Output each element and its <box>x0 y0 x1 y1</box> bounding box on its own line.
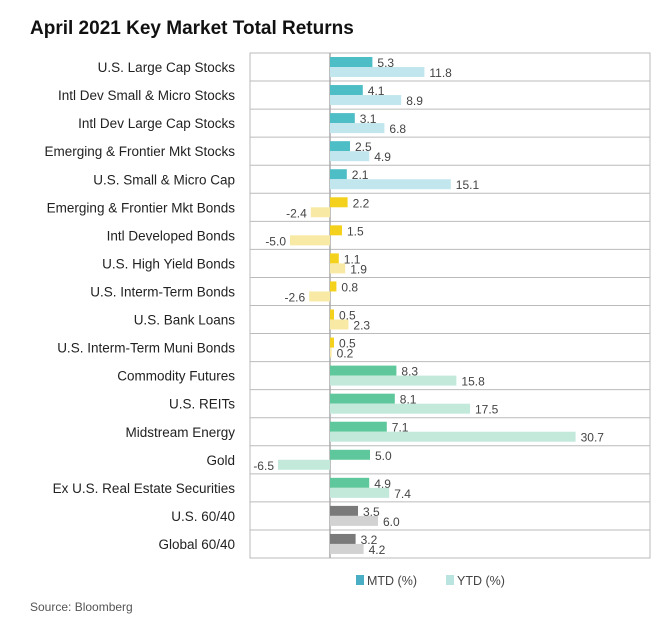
category-label: Intl Dev Small & Micro Stocks <box>58 88 235 103</box>
category-label: Intl Dev Large Cap Stocks <box>78 116 235 131</box>
ytd-value-label: -2.6 <box>285 290 306 304</box>
mtd-value-label: 0.5 <box>339 309 356 323</box>
category-label: U.S. Large Cap Stocks <box>98 60 236 75</box>
mtd-value-label: 5.0 <box>375 449 392 463</box>
ytd-value-label: 6.0 <box>383 515 400 529</box>
ytd-value-label: 15.1 <box>456 178 480 192</box>
category-label: Ex U.S. Real Estate Securities <box>53 481 236 496</box>
ytd-bar <box>278 459 330 470</box>
legend-swatch <box>356 575 364 585</box>
mtd-value-label: 7.1 <box>392 421 409 435</box>
chart-title: April 2021 Key Market Total Returns <box>30 18 354 39</box>
legend-label: MTD (%) <box>367 574 417 588</box>
ytd-value-label: -6.5 <box>253 459 274 473</box>
mtd-value-label: 8.3 <box>401 365 418 379</box>
category-label: Commodity Futures <box>117 369 235 384</box>
ytd-bar <box>330 431 576 442</box>
category-label: Emerging & Frontier Mkt Stocks <box>44 144 235 159</box>
mtd-bar <box>330 393 395 404</box>
mtd-value-label: 3.1 <box>360 112 377 126</box>
mtd-bar <box>330 57 373 67</box>
mtd-bar <box>330 477 370 488</box>
mtd-value-label: 0.5 <box>339 337 356 351</box>
ytd-value-label: 4.9 <box>374 150 391 164</box>
mtd-bar <box>330 365 397 376</box>
ytd-bar <box>330 151 370 162</box>
mtd-bar <box>330 113 355 124</box>
ytd-value-label: 0.2 <box>337 347 354 361</box>
category-label: U.S. Interm-Term Bonds <box>90 284 235 299</box>
category-label: U.S. REITs <box>169 397 235 412</box>
ytd-bar <box>330 319 349 330</box>
mtd-bar <box>330 421 387 432</box>
ytd-value-label: 4.2 <box>369 543 386 557</box>
mtd-bar <box>330 197 348 208</box>
ytd-bar <box>330 95 402 106</box>
mtd-value-label: 8.1 <box>400 393 417 407</box>
source-note: Source: Bloomberg <box>30 600 133 614</box>
ytd-value-label: 15.8 <box>461 375 485 389</box>
mtd-bar <box>330 449 370 460</box>
ytd-value-label: 11.8 <box>429 66 452 80</box>
ytd-bar <box>290 235 330 246</box>
category-label: Midstream Energy <box>125 425 235 440</box>
mtd-value-label: 3.2 <box>361 533 378 547</box>
mtd-value-label: 3.5 <box>363 505 380 519</box>
mtd-bar <box>330 141 350 152</box>
mtd-bar <box>330 253 339 264</box>
ytd-value-label: 7.4 <box>394 487 411 501</box>
ytd-bar <box>330 123 385 134</box>
mtd-bar <box>330 225 342 236</box>
mtd-value-label: 5.3 <box>377 56 394 70</box>
ytd-bar <box>310 207 330 218</box>
mtd-value-label: 2.1 <box>352 168 369 182</box>
mtd-value-label: 1.1 <box>344 252 361 266</box>
category-label: U.S. 60/40 <box>171 509 235 524</box>
legend-label: YTD (%) <box>457 574 505 588</box>
mtd-bar <box>330 505 358 516</box>
ytd-value-label: 17.5 <box>475 403 499 417</box>
category-label: U.S. Bank Loans <box>134 313 236 328</box>
mtd-bar <box>330 533 356 544</box>
legend-swatch <box>446 575 454 585</box>
mtd-value-label: 2.5 <box>355 140 372 154</box>
mtd-value-label: 4.9 <box>374 477 391 491</box>
ytd-bar <box>330 543 364 554</box>
mtd-bar <box>330 281 337 292</box>
ytd-value-label: 1.9 <box>350 262 367 276</box>
mtd-value-label: 0.8 <box>341 280 358 294</box>
ytd-value-label: 8.9 <box>406 94 423 108</box>
ytd-bar <box>330 67 425 77</box>
category-label: Gold <box>206 453 235 468</box>
mtd-value-label: 1.5 <box>347 224 364 238</box>
mtd-value-label: 4.1 <box>368 84 385 98</box>
mtd-value-label: 2.2 <box>353 196 370 210</box>
ytd-bar <box>330 403 470 414</box>
ytd-value-label: 6.8 <box>389 122 406 136</box>
mtd-bar <box>330 337 334 348</box>
category-label: Global 60/40 <box>158 537 235 552</box>
category-label: Emerging & Frontier Mkt Bonds <box>47 200 236 215</box>
ytd-value-label: -5.0 <box>265 234 286 248</box>
category-label: U.S. Small & Micro Cap <box>93 172 235 187</box>
ytd-bar <box>330 263 346 274</box>
ytd-value-label: -2.4 <box>286 206 307 220</box>
mtd-bar <box>330 85 363 96</box>
category-label: U.S. High Yield Bonds <box>102 256 235 271</box>
ytd-bar <box>330 487 390 498</box>
ytd-bar <box>330 375 457 386</box>
ytd-value-label: 2.3 <box>353 319 370 333</box>
mtd-bar <box>330 169 347 180</box>
ytd-bar <box>330 515 378 526</box>
ytd-bar <box>330 347 332 358</box>
ytd-bar <box>309 291 330 302</box>
mtd-bar <box>330 309 334 320</box>
ytd-value-label: 30.7 <box>581 431 605 445</box>
ytd-bar <box>330 179 451 190</box>
category-label: U.S. Interm-Term Muni Bonds <box>57 341 235 356</box>
category-label: Intl Developed Bonds <box>107 228 236 243</box>
